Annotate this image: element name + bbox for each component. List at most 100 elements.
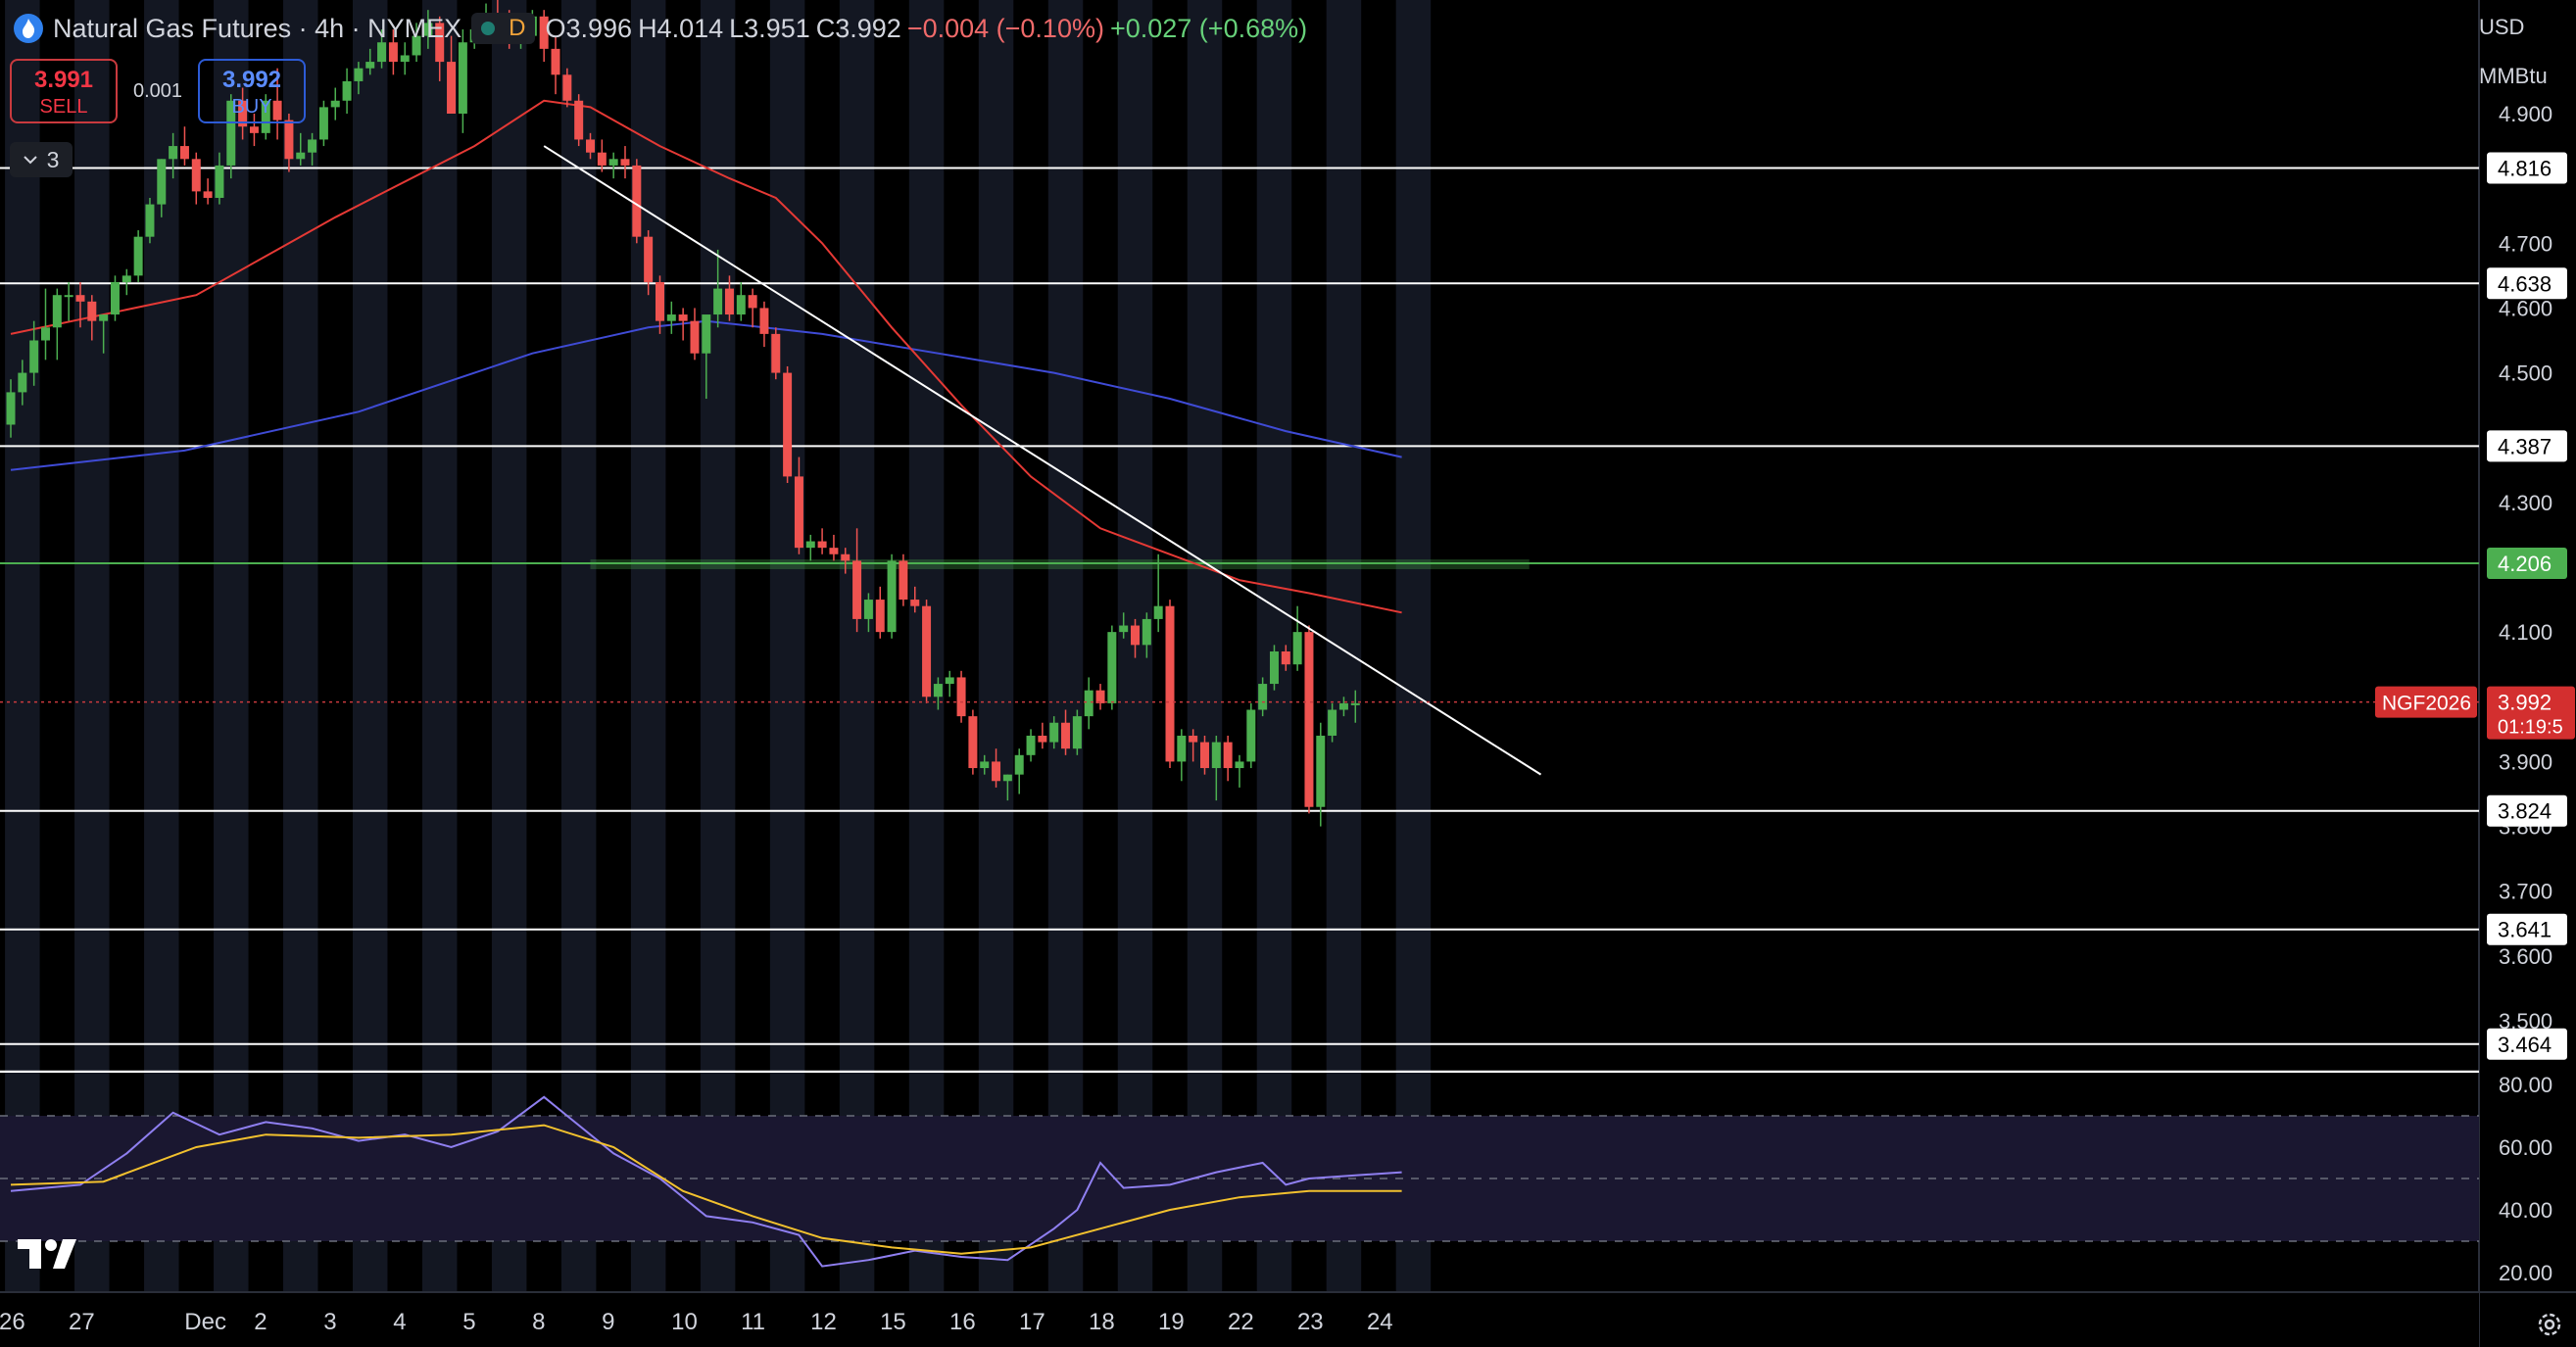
candle-body[interactable] (655, 281, 664, 321)
candle-body[interactable] (435, 23, 445, 63)
candle-body[interactable] (945, 677, 954, 685)
candle-body[interactable] (759, 308, 769, 334)
candle-body[interactable] (1328, 709, 1337, 736)
candle-body[interactable] (388, 42, 398, 63)
candle-body[interactable] (458, 42, 467, 114)
candle-body[interactable] (910, 600, 920, 606)
candle-body[interactable] (1049, 722, 1059, 743)
candle-body[interactable] (852, 560, 862, 619)
candle-body[interactable] (980, 761, 990, 769)
candle-body[interactable] (75, 295, 85, 302)
symbol-title[interactable]: Natural Gas Futures · 4h · NYMEX (53, 13, 462, 43)
candle-body[interactable] (447, 62, 457, 114)
level-price-box[interactable] (2487, 913, 2567, 945)
candle-body[interactable] (783, 372, 793, 477)
candle-body[interactable] (1095, 690, 1105, 703)
candle-body[interactable] (922, 605, 932, 698)
candle-body[interactable] (226, 100, 236, 166)
candle-body[interactable] (724, 288, 734, 315)
candle-body[interactable] (586, 139, 595, 153)
candle-body[interactable] (330, 100, 340, 108)
candle-body[interactable] (400, 55, 410, 63)
candle-body[interactable] (40, 327, 50, 341)
candle-body[interactable] (1142, 618, 1151, 646)
candle-body[interactable] (308, 139, 317, 153)
candle-body[interactable] (284, 120, 294, 160)
settings-gear-icon[interactable] (2535, 1310, 2564, 1339)
candle-body[interactable] (1072, 716, 1082, 749)
candle-body[interactable] (6, 392, 16, 425)
rsi-moving-average-line[interactable] (10, 1124, 1402, 1255)
candle-body[interactable] (1350, 702, 1360, 705)
candle-body[interactable] (377, 42, 387, 63)
candle-body[interactable] (318, 107, 328, 140)
candle-body[interactable] (539, 16, 549, 49)
candle-body[interactable] (249, 126, 259, 133)
sell-button[interactable]: 3.991 SELL (10, 59, 118, 123)
candle-body[interactable] (805, 541, 815, 549)
candle-body[interactable] (597, 152, 607, 166)
candle-body[interactable] (1002, 774, 1012, 782)
candle-body[interactable] (899, 560, 908, 601)
trendline[interactable] (543, 145, 1542, 776)
level-price-box[interactable] (2487, 548, 2567, 580)
candle-body[interactable] (1235, 761, 1244, 769)
candle-body[interactable] (64, 295, 73, 298)
candle-body[interactable] (87, 301, 97, 321)
candle-body[interactable] (875, 600, 885, 633)
candle-body[interactable] (1131, 625, 1141, 646)
candle-body[interactable] (736, 295, 746, 315)
candle-body[interactable] (841, 553, 851, 561)
session-indicator[interactable]: D (471, 13, 536, 44)
tradingview-logo-icon[interactable] (18, 1239, 78, 1271)
candle-body[interactable] (644, 236, 654, 282)
candle-body[interactable] (713, 288, 723, 315)
candle-body[interactable] (992, 761, 1001, 782)
candle-body[interactable] (261, 100, 270, 133)
candle-body[interactable] (956, 677, 966, 717)
indicators-toggle-button[interactable]: 3 (10, 142, 73, 177)
candle-body[interactable] (887, 560, 897, 633)
candle-body[interactable] (179, 146, 189, 160)
candle-body[interactable] (666, 314, 676, 321)
last-price-box[interactable] (2487, 686, 2575, 740)
candle-body[interactable] (145, 204, 155, 237)
candle-body[interactable] (1177, 735, 1187, 762)
fast-moving-average-line[interactable] (10, 99, 1402, 614)
candle-body[interactable] (551, 48, 560, 75)
candle-body[interactable] (1269, 650, 1279, 685)
candle-body[interactable] (1223, 742, 1233, 769)
candle-body[interactable] (1038, 735, 1047, 743)
candle-body[interactable] (133, 236, 143, 276)
candle-body[interactable] (1338, 702, 1348, 710)
candle-body[interactable] (574, 100, 584, 140)
candle-body[interactable] (562, 74, 572, 101)
candle-body[interactable] (1281, 650, 1290, 665)
candle-body[interactable] (1026, 735, 1036, 755)
candle-body[interactable] (157, 159, 167, 205)
candle-body[interactable] (771, 333, 781, 373)
candle-body[interactable] (620, 159, 630, 166)
candle-body[interactable] (110, 281, 120, 315)
level-price-box[interactable] (2487, 794, 2567, 827)
candle-body[interactable] (18, 372, 27, 393)
candle-body[interactable] (423, 23, 433, 36)
candle-body[interactable] (678, 314, 688, 321)
candle-body[interactable] (272, 100, 282, 120)
candle-body[interactable] (748, 295, 757, 309)
candle-body[interactable] (1199, 742, 1209, 769)
candle-body[interactable] (1165, 605, 1175, 762)
candle-body[interactable] (1246, 709, 1256, 762)
candle-body[interactable] (99, 314, 109, 321)
candle-body[interactable] (29, 340, 39, 373)
candle-body[interactable] (632, 165, 642, 237)
candle-body[interactable] (52, 295, 62, 328)
candle-body[interactable] (817, 541, 827, 549)
candle-body[interactable] (1153, 605, 1163, 619)
candle-body[interactable] (191, 159, 201, 192)
candle-body[interactable] (1292, 632, 1302, 665)
candle-body[interactable] (238, 100, 248, 127)
candle-body[interactable] (1211, 742, 1221, 769)
candle-body[interactable] (296, 152, 306, 160)
symbol-tag[interactable] (2375, 686, 2477, 718)
